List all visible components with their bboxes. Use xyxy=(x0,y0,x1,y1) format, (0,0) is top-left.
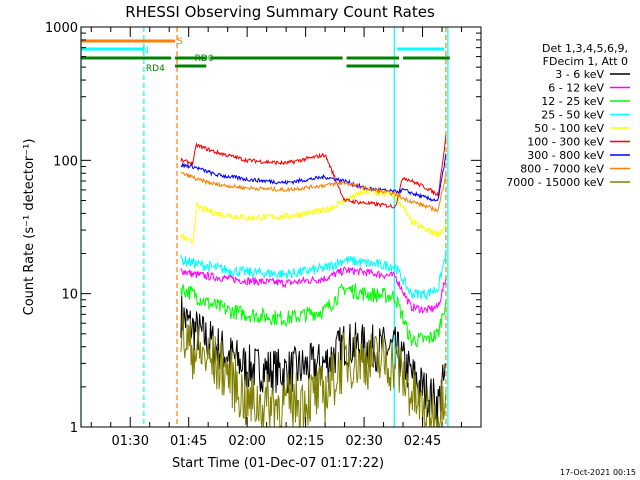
legend-entry-label: 6 - 12 keV xyxy=(548,82,604,95)
legend-entry-label: 12 - 25 keV xyxy=(541,95,604,108)
x-tick-label: 01:30 xyxy=(112,434,149,449)
series-line xyxy=(180,248,447,301)
y-axis-label: Count Rate (s⁻¹ detector⁻¹) xyxy=(22,139,37,316)
series-line xyxy=(180,135,447,209)
flag-label-n: N xyxy=(142,46,149,56)
x-tick-label: 02:00 xyxy=(228,434,265,449)
x-tick-label: 01:45 xyxy=(170,434,207,449)
y-tick-label: 1 xyxy=(70,421,78,436)
legend-entry-label: 300 - 800 keV xyxy=(527,149,604,162)
y-tick-label: 10 xyxy=(61,288,78,303)
series-line xyxy=(180,266,447,315)
x-tick-label: 02:15 xyxy=(287,434,324,449)
legend-header: Det 1,3,4,5,6,9, xyxy=(542,42,628,55)
legend-entry-label: 25 - 50 keV xyxy=(541,109,604,122)
x-axis-label: Start Time (01-Dec-07 01:17:22) xyxy=(172,456,384,471)
series-line xyxy=(180,153,447,202)
y-tick-label: 1000 xyxy=(45,21,78,36)
series-line xyxy=(180,282,447,348)
footer-date: 17-Oct-2021 00:15 xyxy=(560,468,636,477)
plot-frame xyxy=(80,26,482,428)
series-line xyxy=(180,171,447,213)
legend-entry-label: 50 - 100 keV xyxy=(534,122,604,135)
x-axis: 01:30 01:45 02:00 02:15 02:30 02:45 xyxy=(90,27,482,449)
plot-area: S N RD0 RD4 xyxy=(80,27,450,429)
legend-entry-label: 3 - 6 keV xyxy=(555,68,604,81)
legend-entry-label: 100 - 300 keV xyxy=(527,136,604,149)
y-axis: 1 10 100 1000 xyxy=(45,21,481,436)
flag-label-s: S xyxy=(177,37,183,47)
series-line xyxy=(180,295,447,426)
y-tick-label: 100 xyxy=(53,154,78,169)
series-line xyxy=(180,311,447,429)
series-line xyxy=(180,186,447,245)
legend-entry-label: 800 - 7000 keV xyxy=(520,163,604,176)
legend-header: FDecim 1, Att 0 xyxy=(543,55,628,68)
legend-entry-label: 7000 - 15000 keV xyxy=(506,176,604,189)
x-tick-label: 02:30 xyxy=(345,434,382,449)
x-tick-label: 02:45 xyxy=(404,434,441,449)
chart-title: RHESSI Observing Summary Count Rates xyxy=(125,3,435,21)
flag-label-rd4: RD4 xyxy=(146,64,165,74)
legend: Det 1,3,4,5,6,9,FDecim 1, Att 03 - 6 keV… xyxy=(506,42,630,189)
flag-label-rd0: RD0 xyxy=(195,54,214,64)
